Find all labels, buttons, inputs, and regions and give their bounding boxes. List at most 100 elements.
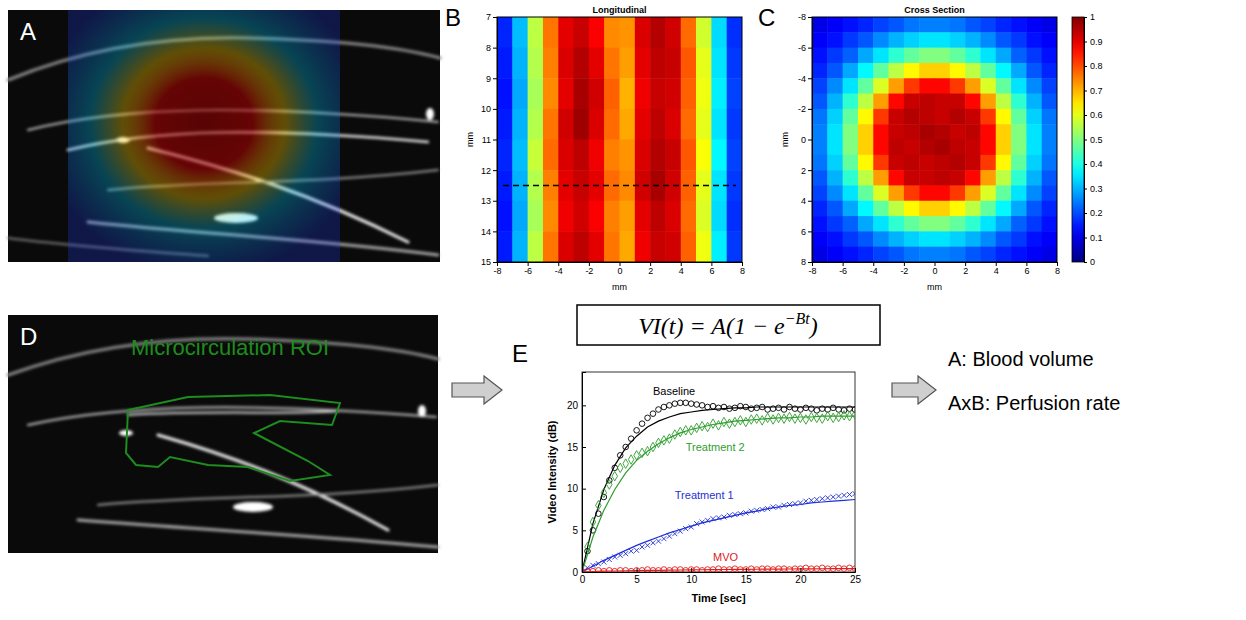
heatmap-cell <box>812 63 828 79</box>
axis-line <box>1085 18 1088 263</box>
tick-mark <box>1084 189 1087 190</box>
tick-label: 0 <box>932 266 937 276</box>
tick: 0.8 <box>1084 61 1103 71</box>
heatmap-cell <box>904 155 920 171</box>
data-point <box>831 495 836 500</box>
heatmap-cell <box>858 109 874 125</box>
tick-mark <box>808 231 812 232</box>
tick-label: 7 <box>486 12 491 22</box>
heatmap-cell <box>996 140 1012 156</box>
heatmap-cell <box>1011 78 1027 94</box>
series-label: Treatment 1 <box>675 489 734 501</box>
heatmap-cell <box>604 109 620 140</box>
tick-mark <box>493 262 497 263</box>
data-point <box>628 455 633 464</box>
heatmap-cell <box>1026 48 1042 64</box>
heatmap-cell <box>873 48 889 64</box>
heatmap-cell <box>589 17 605 48</box>
tick: 0 <box>932 262 937 276</box>
tick-label: -8 <box>493 266 501 276</box>
heatmap-cell <box>1042 247 1057 262</box>
tick-mark <box>855 568 856 572</box>
heatmap-cell <box>843 170 859 186</box>
heatmap-cell <box>1042 155 1057 171</box>
heatmap-cell <box>950 231 966 247</box>
tick: 8 <box>740 262 745 276</box>
fit-line <box>582 500 855 573</box>
tick-label: 8 <box>801 257 806 267</box>
heatmap-cell <box>996 155 1012 171</box>
heatmap-cell <box>528 109 544 140</box>
tick-label: 0.4 <box>1090 159 1103 169</box>
heatmap-cell <box>528 140 544 171</box>
data-point <box>617 463 622 472</box>
heatmap-cell <box>1011 201 1027 217</box>
heatmap-cell <box>727 109 742 140</box>
heatmap-cell <box>889 170 905 186</box>
heatmap-cell <box>727 48 742 79</box>
heatmap-cell <box>858 231 874 247</box>
heatmap-cell <box>889 48 905 64</box>
heatmap-cells <box>812 17 1057 262</box>
tick-label: -4 <box>555 266 563 276</box>
fit-line <box>582 407 855 572</box>
heatmap-cell <box>980 32 996 48</box>
heatmap-cell <box>873 185 889 201</box>
heatmap-cell <box>919 124 935 140</box>
heatmap-cell <box>904 140 920 156</box>
heatmap-cell <box>681 140 697 171</box>
heatmap-cell <box>1026 94 1042 110</box>
tick-mark <box>808 17 812 18</box>
heatmap-cell <box>543 201 559 232</box>
heatmap-cell <box>1011 17 1027 33</box>
tick-mark <box>493 170 497 171</box>
heatmap-cell <box>512 78 528 109</box>
heatmap-cell <box>996 109 1012 125</box>
heatmap-cell <box>1011 140 1027 156</box>
heatmap-cell <box>620 109 636 140</box>
heatmap-cell <box>827 94 843 110</box>
heatmap-cell <box>965 78 981 94</box>
heatmap-cell <box>543 231 559 262</box>
data-point <box>667 403 673 409</box>
heatmap-cell <box>919 201 935 217</box>
panel-letter: C <box>758 4 775 31</box>
heatmap-cell <box>497 109 513 140</box>
tick: 12 <box>481 166 497 176</box>
tick-label: 15 <box>741 574 753 585</box>
data-point <box>639 421 645 427</box>
heatmap-cell <box>635 109 651 140</box>
heatmap-cell <box>935 48 951 64</box>
heatmap-cell <box>858 170 874 186</box>
heatmap-cell <box>843 201 859 217</box>
heatmap-cell <box>827 32 843 48</box>
heatmap-cell <box>935 231 951 247</box>
image-background <box>8 10 440 262</box>
axis: 0510152025 <box>580 568 862 585</box>
series-labels: BaselineTreatment 2Treatment 1MVO <box>653 385 745 564</box>
heatmap-cell <box>1026 155 1042 171</box>
data-point <box>830 405 836 411</box>
heatmap-cell <box>543 109 559 140</box>
heatmap-cell <box>1026 32 1042 48</box>
data-point <box>847 492 852 497</box>
tissue-streak <box>128 411 338 415</box>
tick-label: 12 <box>481 166 491 176</box>
data-point <box>645 415 651 421</box>
heatmap-cell <box>889 247 905 262</box>
heatmap-cell <box>497 78 513 109</box>
tick-mark <box>493 231 497 232</box>
heatmap-cell <box>827 109 843 125</box>
tick-mark <box>637 568 638 572</box>
tick-label: -8 <box>808 266 816 276</box>
data-point <box>667 534 672 539</box>
heatmap-cell <box>812 94 828 110</box>
data-point <box>743 404 749 410</box>
heatmap-cell <box>1011 32 1027 48</box>
heatmap-cell <box>980 201 996 217</box>
heatmap-cell <box>950 124 966 140</box>
heatmap-cell <box>620 201 636 232</box>
heatmap-cell <box>812 170 828 186</box>
data-point <box>596 501 601 510</box>
heatmap-cell <box>574 231 590 262</box>
